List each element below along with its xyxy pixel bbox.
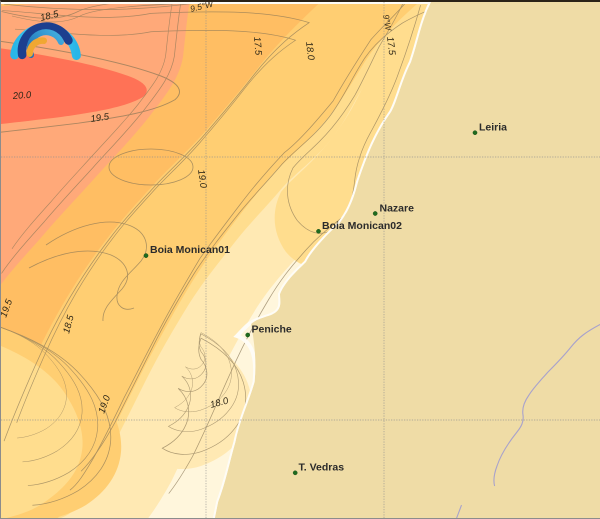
svg-text:T. Vedras: T. Vedras: [299, 462, 345, 474]
svg-text:Peniche: Peniche: [252, 324, 292, 336]
svg-text:Leiria: Leiria: [479, 122, 507, 134]
svg-text:20.0: 20.0: [11, 90, 32, 102]
svg-text:Nazare: Nazare: [380, 203, 415, 215]
svg-text:Boia Monican02: Boia Monican02: [322, 220, 402, 232]
svg-text:17.5: 17.5: [384, 36, 397, 56]
svg-text:17.5: 17.5: [251, 36, 264, 56]
svg-text:Boia Monican01: Boia Monican01: [150, 244, 230, 256]
svg-text:18.0: 18.0: [303, 41, 316, 61]
